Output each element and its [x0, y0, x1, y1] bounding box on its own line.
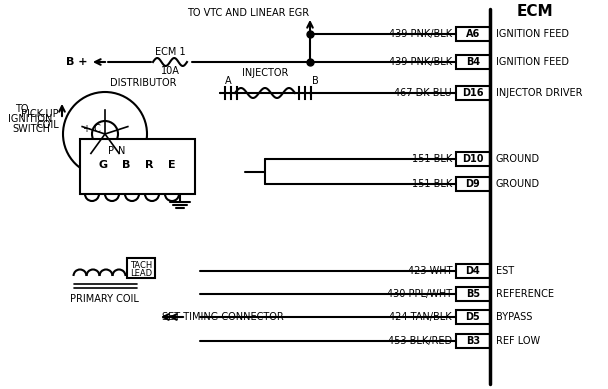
Text: 10A: 10A: [161, 66, 179, 76]
Text: D5: D5: [466, 312, 480, 322]
Text: 430 PPL/WHT: 430 PPL/WHT: [387, 289, 452, 299]
Text: + C: + C: [83, 124, 101, 134]
Text: 439 PNK/BLK: 439 PNK/BLK: [389, 57, 452, 67]
Circle shape: [92, 121, 118, 147]
Bar: [456, 264, 490, 278]
Text: GROUND: GROUND: [496, 154, 540, 164]
Text: LEAD: LEAD: [130, 270, 152, 279]
Bar: [456, 27, 490, 41]
Text: COIL: COIL: [36, 120, 59, 130]
Circle shape: [63, 92, 147, 176]
Bar: [456, 310, 490, 324]
Text: PRIMARY COIL: PRIMARY COIL: [70, 294, 139, 304]
Text: N: N: [119, 146, 126, 156]
Text: E: E: [168, 159, 176, 170]
Text: REFERENCE: REFERENCE: [496, 289, 554, 299]
Text: D9: D9: [466, 179, 480, 189]
Text: ECM 1: ECM 1: [154, 47, 185, 57]
Text: 439 PNK/BLK: 439 PNK/BLK: [389, 29, 452, 39]
Text: D10: D10: [462, 154, 484, 164]
Text: INJECTOR DRIVER: INJECTOR DRIVER: [496, 88, 582, 98]
Text: 424 TAN/BLK: 424 TAN/BLK: [389, 312, 452, 322]
Bar: [456, 334, 490, 348]
Text: R: R: [145, 159, 153, 170]
Text: PICK-UP: PICK-UP: [21, 109, 59, 119]
Text: SWITCH: SWITCH: [12, 124, 50, 134]
Text: SET TIMING CONNECTOR: SET TIMING CONNECTOR: [162, 312, 284, 322]
Text: IGNITION FEED: IGNITION FEED: [496, 57, 569, 67]
Bar: [80, 139, 195, 194]
Text: A6: A6: [466, 29, 480, 39]
Text: 423 WHT: 423 WHT: [407, 266, 452, 276]
Text: INJECTOR: INJECTOR: [242, 68, 288, 78]
Text: IGNITION: IGNITION: [8, 114, 52, 124]
Text: REF LOW: REF LOW: [496, 336, 540, 346]
Text: 151 BLK: 151 BLK: [412, 179, 452, 189]
Text: A: A: [225, 76, 231, 86]
Text: BYPASS: BYPASS: [496, 312, 533, 322]
Text: D16: D16: [462, 88, 484, 98]
Bar: [456, 177, 490, 191]
Text: DISTRIBUTOR: DISTRIBUTOR: [110, 78, 176, 88]
Text: B: B: [122, 159, 130, 170]
Bar: [456, 86, 490, 100]
Text: TO: TO: [15, 104, 29, 114]
Text: ECM: ECM: [517, 4, 553, 19]
Text: G: G: [98, 159, 108, 170]
Text: TACH: TACH: [130, 261, 152, 270]
Text: D4: D4: [466, 266, 480, 276]
Text: 151 BLK: 151 BLK: [412, 154, 452, 164]
Text: EST: EST: [496, 266, 514, 276]
Text: B5: B5: [466, 289, 480, 299]
Text: B3: B3: [466, 336, 480, 346]
Bar: [456, 55, 490, 69]
Text: B: B: [312, 76, 319, 86]
Text: 453 BLK/RED: 453 BLK/RED: [388, 336, 452, 346]
Text: IGNITION FEED: IGNITION FEED: [496, 29, 569, 39]
Bar: [127, 258, 155, 278]
Text: GROUND: GROUND: [496, 179, 540, 189]
Text: B4: B4: [466, 57, 480, 67]
Text: 467 DK BLU: 467 DK BLU: [395, 88, 452, 98]
Text: TO VTC AND LINEAR EGR: TO VTC AND LINEAR EGR: [187, 8, 309, 18]
Text: P: P: [108, 146, 114, 156]
Bar: [456, 287, 490, 301]
Text: B +: B +: [66, 57, 87, 67]
Bar: [456, 152, 490, 166]
